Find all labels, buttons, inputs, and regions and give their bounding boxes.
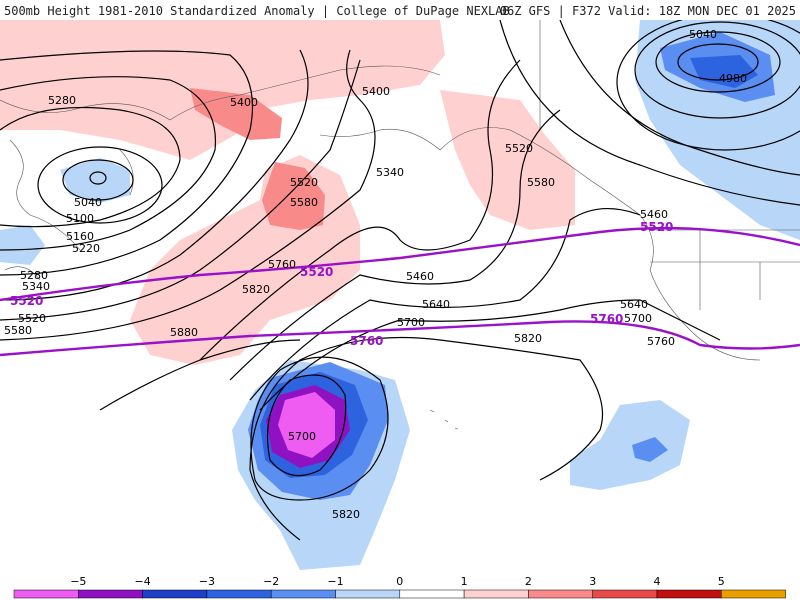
contour-label: 4980	[719, 72, 747, 85]
contour-label: 5640	[620, 298, 648, 311]
colorbar-swatch	[399, 589, 465, 599]
colorbar-swatch	[78, 589, 143, 599]
contour-label: 5160	[66, 230, 94, 243]
contour-label: 5700	[624, 312, 652, 325]
contour-label: 5880	[170, 326, 198, 339]
contour-label: 5280	[48, 94, 76, 107]
contour-label: 5100	[66, 212, 94, 225]
colorbar-swatch	[13, 589, 79, 599]
contour-label: 5700	[397, 316, 425, 329]
contour-label: 5040	[74, 196, 102, 209]
contour-label: 5040	[689, 28, 717, 41]
contour-label: 5220	[72, 242, 100, 255]
colorbar-swatch	[270, 589, 336, 599]
colorbar-tick-label: −3	[199, 575, 215, 588]
coastlines	[0, 20, 800, 430]
colorbar-tick-label: −4	[134, 575, 150, 588]
contour-label: 5760	[350, 334, 383, 348]
contour-label: 5760	[647, 335, 675, 348]
contour-label: 5340	[376, 166, 404, 179]
colorbar-swatches	[13, 589, 786, 599]
contour-label: 5520	[10, 294, 43, 308]
colorbar-swatch	[142, 589, 208, 599]
colorbar-swatch	[206, 589, 272, 599]
contour-label: 5460	[406, 270, 434, 283]
contour-label: 5400	[230, 96, 258, 109]
colorbar-tick-label: −5	[70, 575, 86, 588]
contour-label: 5820	[514, 332, 542, 345]
colorbar-tick-label: 3	[589, 575, 596, 588]
colorbar-swatch	[656, 589, 722, 599]
contour-label: 5640	[422, 298, 450, 311]
contour-label: 5280	[20, 269, 48, 282]
weather-map: 5040 4980 5280 5400 5400 5340 5520 5580 …	[0, 20, 800, 572]
colorbar-tick-label: 5	[718, 575, 725, 588]
colorbar-ticks: −5 −4 −3 −2 −1 0 1 2 3 4 5	[70, 575, 725, 588]
title-bar: 500mb Height 1981-2010 Standardized Anom…	[0, 0, 800, 20]
contour-label: 5820	[242, 283, 270, 296]
contour-label: 5400	[362, 85, 390, 98]
colorbar: −5 −4 −3 −2 −1 0 1 2 3 4 5	[0, 572, 800, 600]
colorbar-tick-label: 4	[654, 575, 661, 588]
contour-label: 5520	[640, 220, 673, 234]
colorbar-tick-label: 0	[396, 575, 403, 588]
contour-label: 5760	[590, 312, 623, 326]
contour-label: 5820	[332, 508, 360, 521]
map-title: 500mb Height 1981-2010 Standardized Anom…	[4, 4, 510, 18]
colorbar-tick-label: −2	[263, 575, 279, 588]
contour-labels: 5040 4980 5280 5400 5400 5340 5520 5580 …	[4, 28, 747, 521]
highlight-contours	[0, 226, 800, 357]
model-run-info: 06Z GFS | F372 Valid: 18Z MON DEC 01 202…	[499, 4, 796, 18]
contour-label: 5760	[268, 258, 296, 271]
contour-label: 5580	[290, 196, 318, 209]
colorbar-swatch	[463, 589, 529, 599]
colorbar-swatch	[335, 589, 401, 599]
highlight-contour-labels: 5520 5520 5520 5760 5760	[10, 220, 673, 348]
colorbar-tick-label: 2	[525, 575, 532, 588]
contour-label: 5580	[527, 176, 555, 189]
contour-label: 5580	[4, 324, 32, 337]
contour-label: 5460	[640, 208, 668, 221]
colorbar-swatch	[721, 589, 786, 599]
contour-label: 5340	[22, 280, 50, 293]
positive-anomaly-shading	[0, 20, 575, 365]
colorbar-tick-label: −1	[327, 575, 343, 588]
colorbar-tick-label: 1	[461, 575, 468, 588]
contour-label: 5520	[18, 312, 46, 325]
contour-label: 5520	[300, 265, 333, 279]
colorbar-swatch	[528, 589, 593, 599]
colorbar-swatch	[592, 589, 658, 599]
contour-label: 5520	[505, 142, 533, 155]
height-contours	[0, 20, 800, 541]
contour-label: 5700	[288, 430, 316, 443]
contour-label: 5520	[290, 176, 318, 189]
